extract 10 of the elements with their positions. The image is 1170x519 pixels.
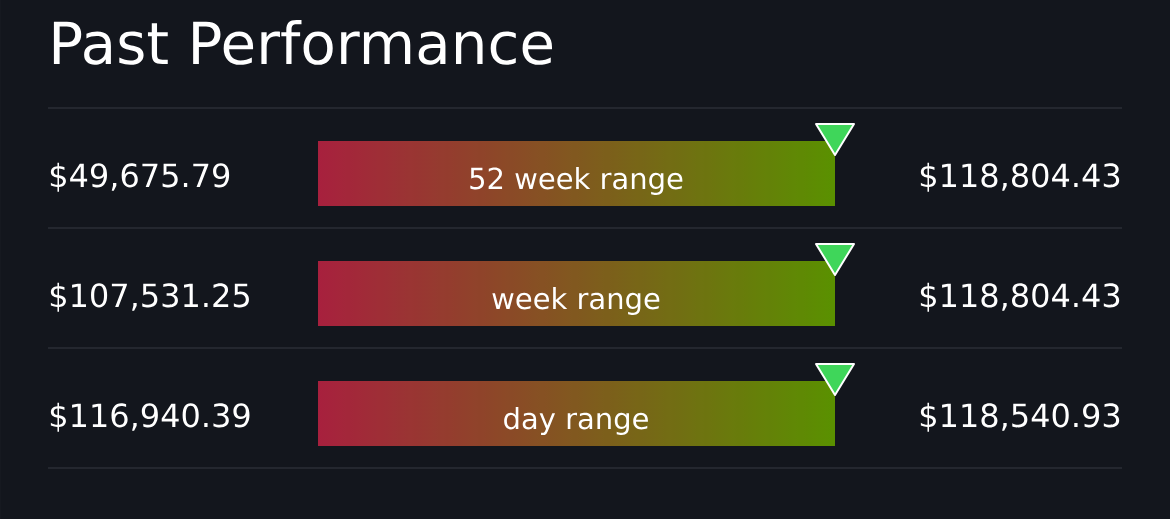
text: $116,940.39 (50, 402, 250, 432)
y-tick-label: week range (492, 286, 660, 316)
chart-title: Past Performance (53, 19, 552, 65)
text: $118,540.93 (920, 402, 1120, 432)
text: $118,804.43 (920, 162, 1120, 192)
text: $118,804.43 (920, 282, 1120, 312)
y-tick-label: 52 week range (470, 166, 683, 196)
y-tick-label: day range (504, 406, 648, 436)
text: $107,531.25 (50, 282, 249, 312)
text: $49,675.79 (50, 162, 230, 192)
